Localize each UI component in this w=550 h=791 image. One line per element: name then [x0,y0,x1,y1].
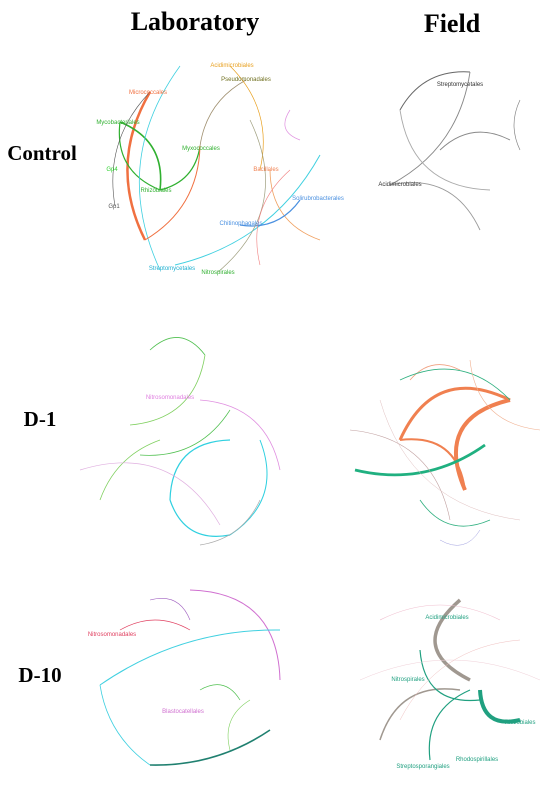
row-label: D-10 [18,663,61,687]
node-label: Rhizobiales [504,720,535,726]
node-label: Bacillales [253,167,278,173]
edge [439,529,481,546]
edge [199,79,247,147]
node-label: Nitrospirales [201,270,234,276]
edge [513,99,521,151]
edge [169,499,231,537]
edge [399,639,521,721]
node-label: Micrococcales [129,90,167,96]
edge [419,499,491,527]
edge [359,659,541,681]
edge [99,439,161,501]
edge [119,121,162,191]
row-label: D-1 [24,407,57,431]
edge [118,121,161,191]
node-label: Nitrospirales [391,677,424,683]
column-header: Field [424,9,481,38]
edge [284,109,301,141]
edge [256,169,291,266]
edge [349,429,451,521]
edge [389,71,471,186]
edge [169,439,231,501]
edge [389,182,481,231]
edge [227,699,251,751]
edge [159,145,201,191]
row-label: Control [7,141,77,165]
edge [399,368,511,401]
node-label: Acidimicrobiales [210,63,253,69]
node-label: Solirubrobacterales [292,196,344,202]
node-label: Chitinophagales [219,221,262,227]
node-label: Nitrosomonadales [88,632,136,638]
edge [439,131,511,151]
edge [149,729,271,766]
edge [478,689,521,724]
edge [269,169,321,241]
edge [139,409,231,456]
edge [199,399,281,471]
node-label: Blastocatellales [162,709,204,715]
edge [469,359,541,431]
edge [428,689,471,761]
edge [399,438,466,491]
node-label: Myxococcales [182,146,220,152]
node-label: Acidimicrobiales [378,182,421,188]
edge [409,364,461,381]
edge [433,598,471,682]
edge [419,649,481,702]
node-label: Gp4 [106,167,118,173]
edge [239,199,301,227]
edge [149,597,191,621]
edge [354,443,486,477]
edge [126,91,152,241]
edge [217,119,266,273]
edge [229,65,264,171]
node-label: Rhizobiales [140,188,171,194]
edge [399,71,471,111]
node-label: Nitrosomonadales [146,395,194,401]
edge [379,399,521,521]
edge [229,439,268,536]
edge [79,462,221,526]
edge [199,684,241,701]
edge [119,619,191,631]
edge [199,499,261,546]
edge [379,604,501,621]
edge [129,354,206,426]
edge [138,65,181,271]
edge [112,91,151,207]
network-edges [79,65,541,766]
node-label: Gp1 [108,204,120,210]
edge [99,684,151,766]
node-label: Rhodospirillales [456,757,498,763]
node-label: Streptosporangiales [396,764,449,770]
edge [398,386,511,441]
column-header: Laboratory [131,7,260,36]
edge [149,337,206,356]
node-label: Streptomycetales [149,266,195,272]
edge [144,145,201,241]
node-label: Mycobacteriales [96,120,139,126]
edge [189,589,281,681]
node-label: Pseudomonadales [221,77,271,83]
edge [454,398,511,491]
node-label: Streptomycetales [437,82,483,88]
edge [399,109,491,191]
edge [379,688,461,741]
edge [99,629,281,686]
node-label: Acidimicrobiales [425,615,468,621]
